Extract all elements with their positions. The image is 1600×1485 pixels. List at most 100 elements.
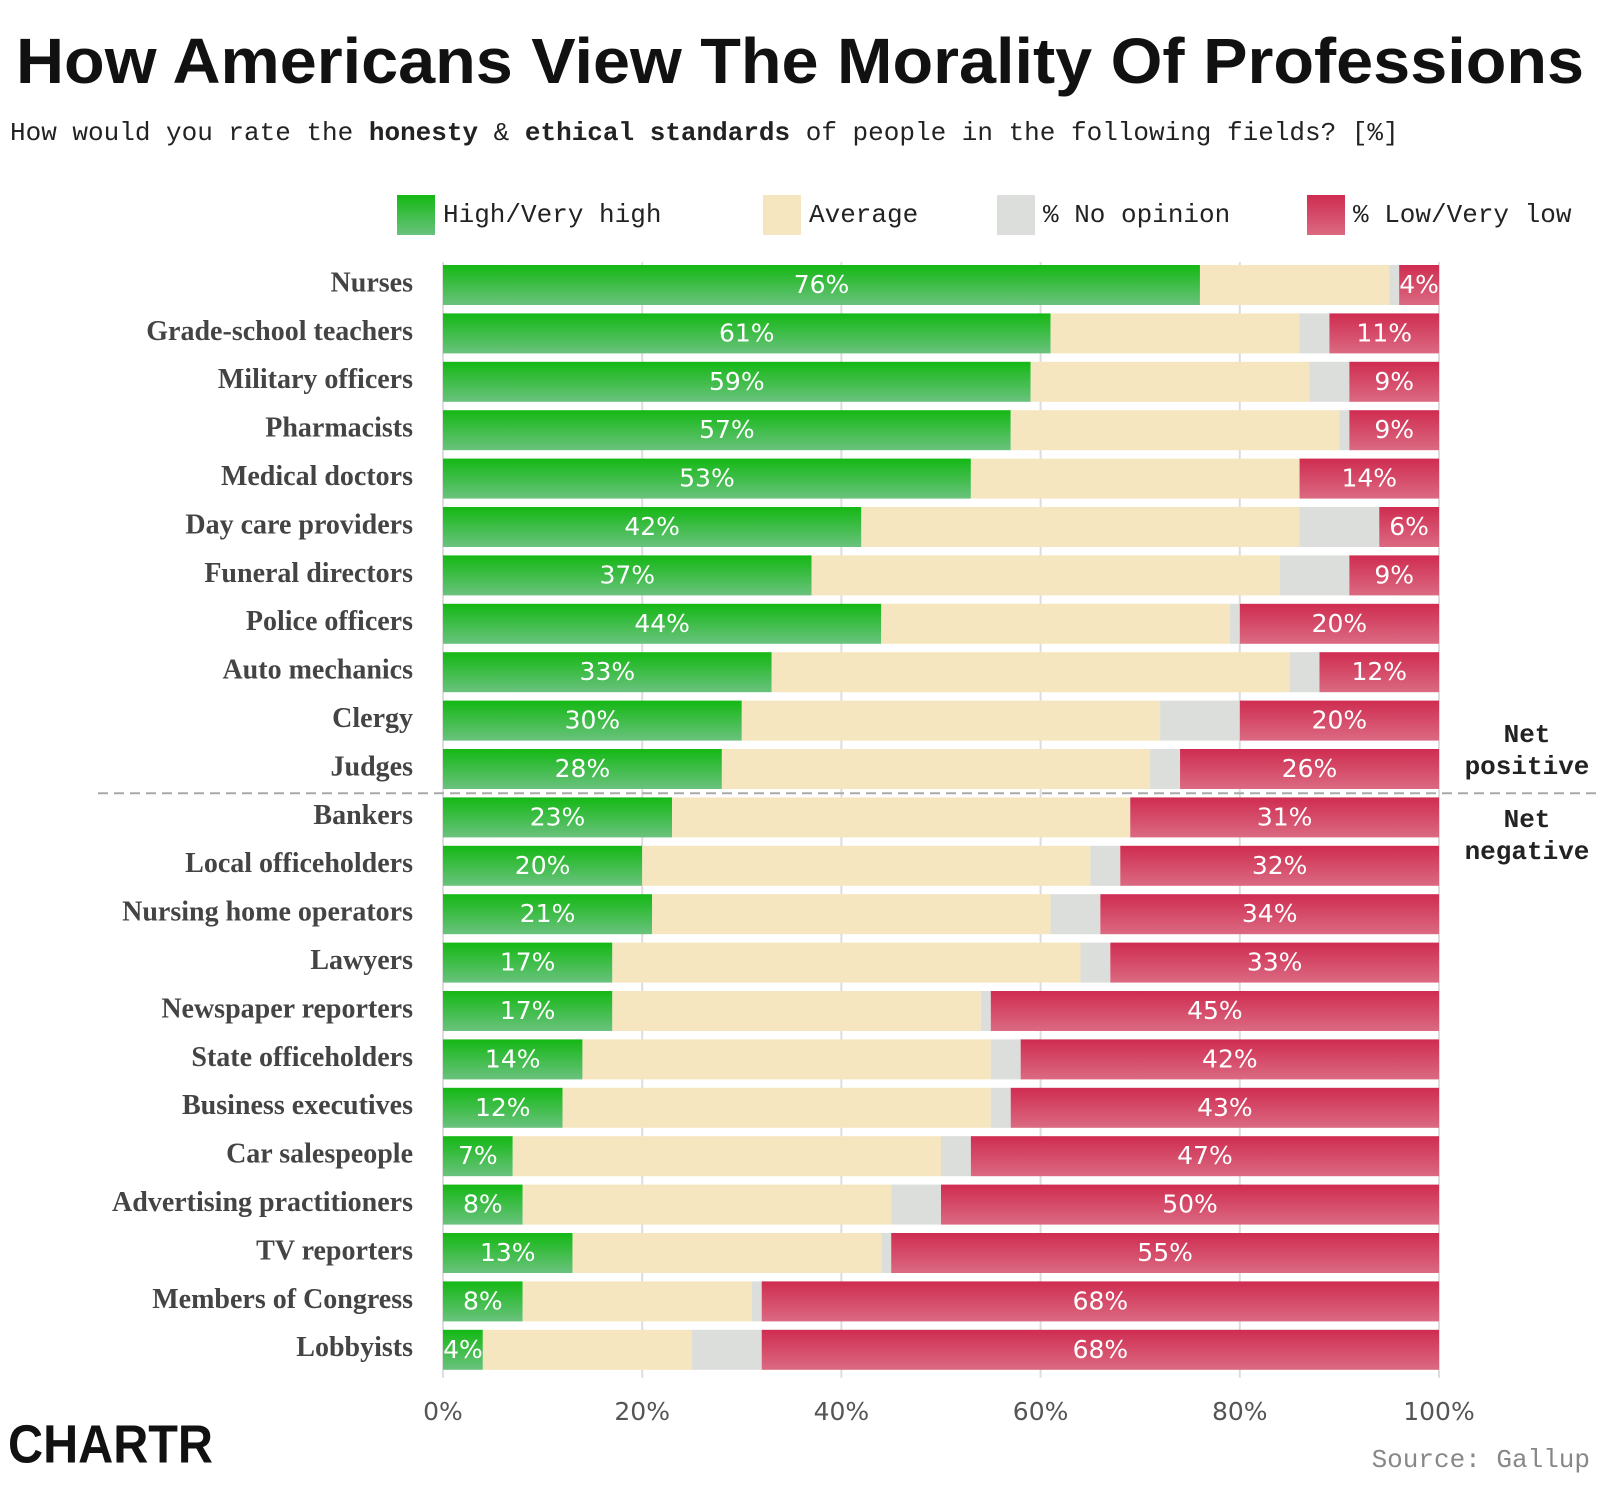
bar-segment (652, 894, 1051, 935)
category-label: Military officers (218, 364, 413, 395)
category-label: Funeral directors (204, 558, 413, 589)
bar-segment (1130, 797, 1439, 838)
bar-segment (761, 1281, 1439, 1322)
bar-segment (443, 410, 1011, 451)
net-annotation: negative (1465, 837, 1590, 867)
bar-segment (1050, 313, 1300, 354)
bar-segment (1239, 700, 1439, 741)
x-tick-label: 100% (1403, 1397, 1474, 1426)
chart-subtitle: How would you rate the honesty & ethical… (10, 118, 1399, 148)
net-annotation: positive (1465, 752, 1590, 782)
bar-segment (1349, 361, 1439, 402)
bar-segment (612, 991, 981, 1031)
bar-segment (443, 1136, 513, 1177)
category-label: Nursing home operators (122, 897, 413, 928)
bar-segment (1229, 603, 1240, 644)
category-label: Car salespeople (226, 1139, 413, 1170)
bar-segment (1399, 265, 1439, 305)
category-label: Day care providers (185, 509, 413, 540)
bar-segment (482, 1329, 692, 1370)
value-label: 7% (458, 1141, 498, 1170)
value-label: 42% (624, 512, 680, 541)
value-label: 68% (1073, 1335, 1129, 1364)
bar-segment (443, 1184, 523, 1225)
bar-segment (1110, 942, 1439, 983)
bar-segment (1299, 313, 1330, 354)
value-label: 31% (1257, 802, 1313, 831)
value-label: 8% (463, 1190, 503, 1219)
value-label: 43% (1197, 1093, 1253, 1122)
value-label: 6% (1389, 512, 1429, 541)
bar-segment (891, 1184, 941, 1225)
bar-segment (1100, 894, 1439, 935)
bar-segment (881, 603, 1230, 644)
bar-segment (582, 1039, 991, 1080)
bar-segment (443, 1329, 483, 1370)
legend-swatch (763, 195, 801, 235)
value-label: 17% (500, 948, 556, 977)
bar-segment (881, 1233, 892, 1273)
legend-swatch (397, 195, 435, 235)
value-label: 9% (1374, 367, 1414, 396)
value-label: 4% (1399, 270, 1439, 299)
source: Source: Gallup (1372, 1445, 1590, 1475)
bar-segment (1150, 749, 1181, 789)
value-label: 30% (565, 706, 621, 735)
bar-segment (1319, 652, 1439, 693)
bar-segment (980, 991, 991, 1031)
value-label: 20% (515, 851, 571, 880)
bar-segment (562, 1087, 991, 1128)
x-tick-label: 20% (614, 1397, 670, 1426)
value-label: 4% (443, 1335, 483, 1364)
legend-swatch (997, 195, 1035, 235)
value-label: 12% (1351, 657, 1407, 686)
value-label: 44% (634, 609, 690, 638)
x-tick-label: 80% (1212, 1397, 1268, 1426)
subtitle-part: & (478, 118, 525, 148)
value-label: 61% (719, 318, 775, 347)
category-label: Local officeholders (185, 848, 413, 879)
bar-segment (443, 507, 862, 547)
bar-segment (990, 1039, 1021, 1080)
bar-segment (1030, 361, 1310, 402)
category-label: Police officers (246, 606, 413, 637)
bar-segment (990, 1087, 1011, 1128)
bar-segment (443, 797, 673, 838)
bar-segment (443, 313, 1051, 354)
bar-segment (751, 1281, 762, 1322)
bar-segment (941, 1184, 1439, 1225)
bar-segment (741, 700, 1161, 741)
value-label: 14% (485, 1044, 541, 1073)
bar-segment (443, 652, 772, 693)
bar-segment (443, 942, 613, 983)
bar-segment (941, 1136, 971, 1177)
category-label: Advertising practitioners (112, 1187, 413, 1218)
legend-label: % Low/Very low (1353, 200, 1572, 230)
bar-segment (1010, 410, 1340, 451)
subtitle-part: honesty (369, 118, 479, 148)
value-label: 37% (599, 560, 655, 589)
bar-segment (1090, 845, 1121, 886)
bar-segment (572, 1233, 882, 1273)
bar-segment (443, 361, 1031, 402)
bar-segment (1199, 265, 1390, 305)
bar-segment (443, 749, 722, 789)
category-label: State officeholders (191, 1042, 413, 1073)
value-label: 55% (1137, 1238, 1193, 1267)
bar-segment (1050, 894, 1101, 935)
bar-segment (811, 555, 1280, 596)
bar-segment (1180, 749, 1439, 789)
value-label: 68% (1073, 1286, 1129, 1315)
category-label: TV reporters (256, 1235, 413, 1266)
value-label: 34% (1242, 899, 1298, 928)
bar-segment (512, 1136, 941, 1177)
bar-segment (443, 1281, 523, 1322)
x-tick-label: 40% (814, 1397, 870, 1426)
value-label: 33% (1247, 948, 1303, 977)
value-label: 21% (520, 899, 576, 928)
subtitle-part: of people in the following fields? [%] (790, 118, 1399, 148)
bar-segment (1160, 700, 1240, 741)
value-label: 11% (1356, 318, 1412, 347)
bar-segment (1080, 942, 1111, 983)
legend-label: % No opinion (1043, 200, 1230, 230)
